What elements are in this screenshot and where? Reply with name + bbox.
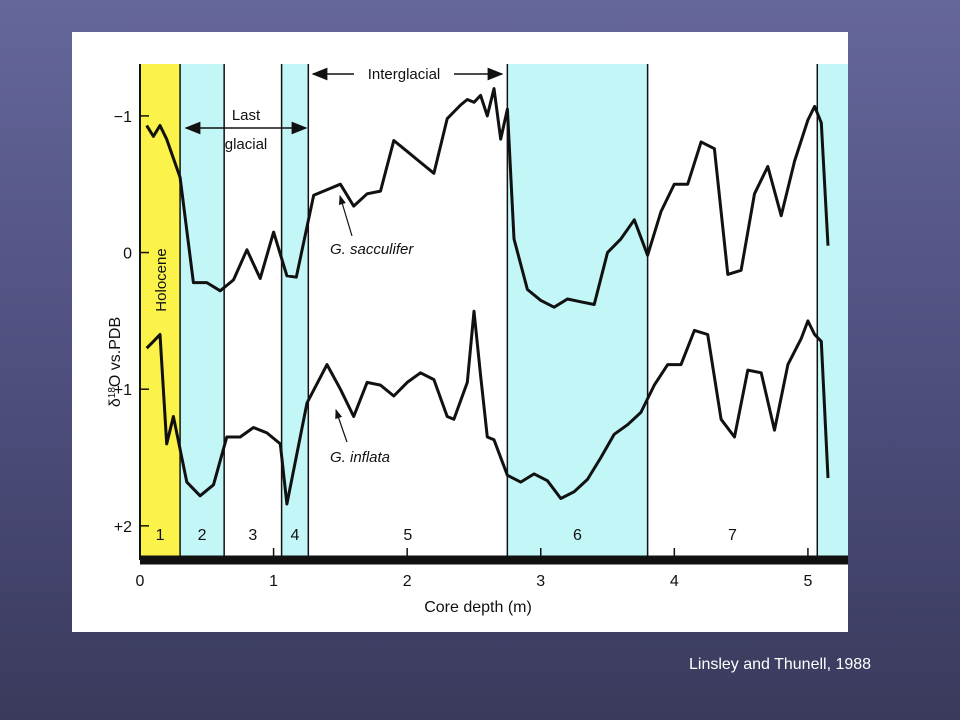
chart-svg: −1 0 +1 +2 0 1 2 3 4 5 1 2 3 4 5 6 7 Holocene Last gla… [107, 64, 848, 616]
chart-figure: −1 0 +1 +2 0 1 2 3 4 5 1 2 3 4 5 6 7 Holocene Last gla… [72, 32, 848, 632]
x-ticks: 0 1 2 3 4 5 [136, 548, 812, 590]
stage-label-6: 6 [573, 527, 582, 544]
stage-label-3: 3 [248, 527, 257, 544]
x-axis-title: Core depth (m) [424, 599, 532, 616]
stage-band-4 [281, 64, 309, 560]
stage-labels: 1 2 3 4 5 6 7 [156, 527, 737, 544]
series-line-g-inflata [145, 309, 830, 506]
y-tick-label: 0 [123, 246, 132, 263]
g-inflata-label: G. inflata [330, 449, 390, 466]
stage-label-1: 1 [156, 527, 165, 544]
g-sacculifer-label: G. sacculifer [330, 241, 414, 258]
x-tick-label: 1 [269, 573, 278, 590]
y-tick-label: +1 [114, 382, 132, 399]
stage-band-6 [507, 64, 648, 560]
last-glacial-label-1: Last [232, 107, 261, 124]
x-tick-label: 2 [403, 573, 412, 590]
x-tick-label: 4 [670, 573, 679, 590]
holocene-label: Holocene [153, 248, 170, 311]
stage-band-1 [140, 64, 181, 560]
y-tick-label: +2 [114, 519, 132, 536]
x-tick-label: 5 [803, 573, 812, 590]
stage-label-2: 2 [198, 527, 207, 544]
stage-band-2 [180, 64, 225, 560]
x-tick-label: 3 [536, 573, 545, 590]
series-line-g-sacculifer [145, 87, 830, 309]
series-lines [145, 87, 830, 506]
y-ticks: −1 0 +1 +2 [114, 109, 149, 536]
y-axis-title: δ18O vs.PDB [107, 317, 125, 407]
last-glacial-label-2: glacial [225, 136, 268, 153]
interglacial-label: Interglacial [368, 66, 441, 83]
stage-label-4: 4 [291, 527, 300, 544]
citation: Linsley and Thunell, 1988 [689, 656, 872, 673]
g-inflata-pointer [335, 408, 348, 443]
g-sacculifer-pointer [338, 194, 353, 237]
stage-label-7: 7 [728, 527, 737, 544]
stage-dividers [179, 64, 819, 560]
stage-label-5: 5 [403, 527, 412, 544]
y-tick-label: −1 [114, 109, 132, 126]
x-tick-label: 0 [136, 573, 145, 590]
